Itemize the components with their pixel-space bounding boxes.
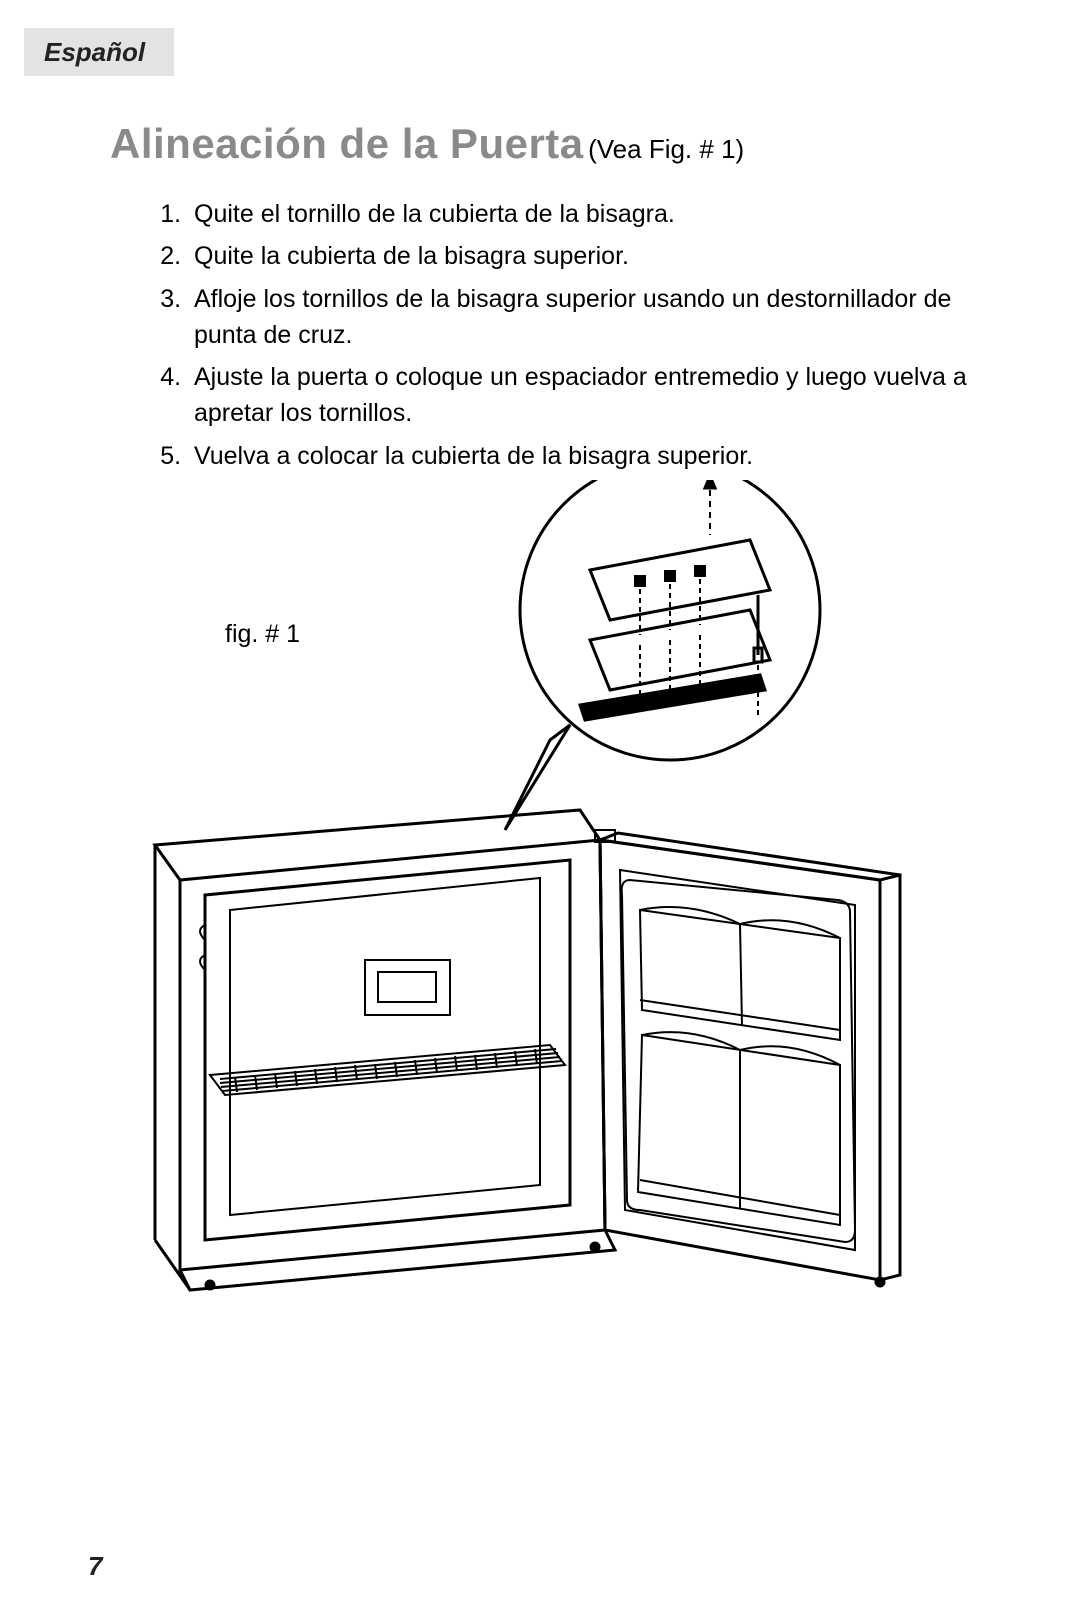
step-item: Afloje los tornillos de la bisagra super… xyxy=(188,281,970,354)
fridge-door xyxy=(595,830,900,1286)
page-number: 7 xyxy=(88,1551,102,1582)
language-tab-label: Español xyxy=(44,37,145,68)
content-area: Alineación de la Puerta (Vea Fig. # 1) Q… xyxy=(110,120,970,480)
heading-main: Alineación de la Puerta xyxy=(110,120,584,167)
heading: Alineación de la Puerta (Vea Fig. # 1) xyxy=(110,120,970,168)
heading-sub: (Vea Fig. # 1) xyxy=(588,134,744,164)
step-item: Vuelva a colocar la cubierta de la bisag… xyxy=(188,438,970,474)
step-item: Ajuste la puerta o coloque un espaciador… xyxy=(188,359,970,432)
refrigerator-svg xyxy=(110,480,970,1320)
step-item: Quite el tornillo de la cubierta de la b… xyxy=(188,196,970,232)
language-tab: Español xyxy=(24,28,174,76)
steps-list: Quite el tornillo de la cubierta de la b… xyxy=(110,196,970,474)
fridge-body xyxy=(155,810,615,1290)
callout-bubble xyxy=(505,480,820,830)
page: Español Alineación de la Puerta (Vea Fig… xyxy=(0,0,1080,1618)
step-item: Quite la cubierta de la bisagra superior… xyxy=(188,238,970,274)
refrigerator-figure xyxy=(110,480,970,1320)
